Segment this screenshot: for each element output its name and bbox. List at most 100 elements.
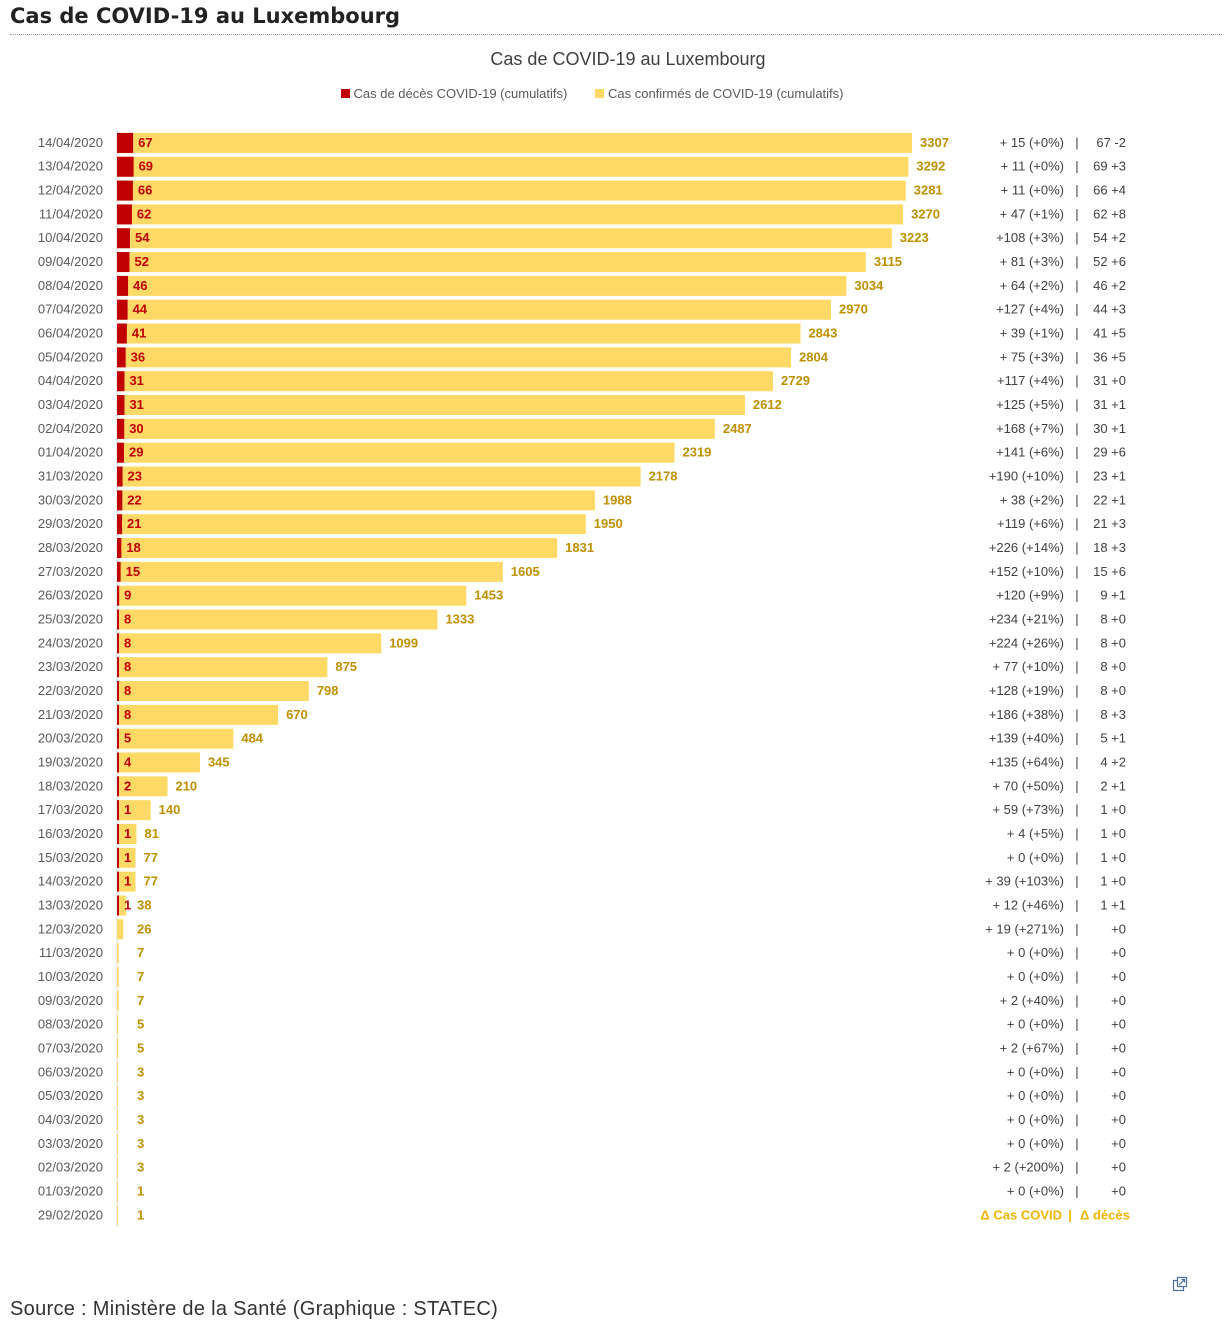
data-label-confirmed: 2970 (839, 302, 868, 317)
data-label-deaths: 5 (124, 731, 131, 746)
delta-deaths: 41 +5 (1093, 326, 1126, 341)
y-tick-label: 19/03/2020 (38, 754, 103, 769)
data-label-confirmed: 7 (137, 969, 144, 984)
delta-separator: | (1075, 254, 1078, 269)
bar-deaths (117, 514, 123, 535)
delta-cases: + 2 (+67%) (1000, 1040, 1064, 1055)
bar-deaths (117, 657, 119, 678)
data-label-deaths: 1 (124, 826, 131, 841)
y-tick-label: 16/03/2020 (38, 826, 103, 841)
delta-deaths: +0 (1111, 945, 1126, 960)
delta-cases: + 0 (+0%) (1007, 1136, 1064, 1151)
delta-deaths: 5 +1 (1100, 731, 1126, 746)
y-tick-label: 14/04/2020 (38, 135, 103, 150)
delta-deaths: +0 (1111, 1017, 1126, 1032)
bar-confirmed (117, 156, 909, 177)
delta-separator: | (1075, 135, 1078, 150)
delta-legend-cases: Δ Cas COVID (980, 1207, 1062, 1222)
data-label-deaths: 8 (124, 635, 131, 650)
delta-cases: + 0 (+0%) (1007, 1112, 1064, 1127)
y-tick-label: 26/03/2020 (38, 588, 103, 603)
bar-confirmed (117, 800, 151, 821)
bar-confirmed (117, 943, 119, 964)
data-label-deaths: 15 (126, 564, 140, 579)
data-label-deaths: 8 (124, 707, 131, 722)
delta-cases: + 0 (+0%) (1007, 1064, 1064, 1079)
data-label-confirmed: 77 (144, 874, 158, 889)
bar-deaths (117, 418, 125, 439)
y-tick-label: 13/04/2020 (38, 159, 103, 174)
data-label-confirmed: 5 (137, 1017, 144, 1032)
y-tick-label: 09/03/2020 (38, 993, 103, 1008)
page-heading: Cas de COVID-19 au Luxembourg (10, 4, 401, 28)
delta-cases: +119 (+6%) (997, 516, 1064, 531)
delta-cases: + 0 (+0%) (1007, 1183, 1064, 1198)
delta-separator: | (1075, 1160, 1078, 1175)
delta-separator: | (1075, 206, 1078, 221)
delta-separator: | (1075, 1183, 1078, 1198)
y-tick-label: 22/03/2020 (38, 683, 103, 698)
delta-separator: | (1075, 540, 1078, 555)
delta-cases: +152 (+10%) (989, 564, 1064, 579)
delta-deaths: 1 +0 (1100, 826, 1126, 841)
delta-deaths: 30 +1 (1093, 421, 1126, 436)
y-tick-label: 03/03/2020 (38, 1136, 103, 1151)
bar-deaths (117, 299, 128, 320)
legend-item-deaths: Cas de décès COVID-19 (cumulatifs) (340, 86, 567, 101)
bar-confirmed (117, 823, 137, 844)
bar-confirmed (117, 681, 309, 702)
y-tick-label: 07/03/2020 (38, 1040, 103, 1055)
data-label-confirmed: 1605 (511, 564, 540, 579)
delta-separator: | (1075, 1112, 1078, 1127)
delta-separator: | (1075, 302, 1078, 317)
bar-deaths (117, 704, 119, 725)
data-label-deaths: 46 (133, 278, 147, 293)
data-label-confirmed: 3292 (916, 159, 945, 174)
y-tick-label: 24/03/2020 (38, 635, 103, 650)
bar-deaths (117, 156, 134, 177)
y-tick-label: 04/03/2020 (38, 1112, 103, 1127)
delta-deaths: +0 (1111, 1064, 1126, 1079)
data-label-confirmed: 484 (241, 731, 263, 746)
delta-deaths: 2 +1 (1100, 778, 1126, 793)
data-label-confirmed: 7 (137, 945, 144, 960)
delta-separator: | (1075, 969, 1078, 984)
delta-deaths: 8 +0 (1100, 612, 1126, 627)
bar-confirmed (117, 1014, 119, 1035)
delta-cases: + 81 (+3%) (1000, 254, 1064, 269)
data-label-deaths: 29 (129, 445, 143, 460)
y-tick-label: 08/04/2020 (38, 278, 103, 293)
y-tick-label: 02/03/2020 (38, 1160, 103, 1175)
delta-separator: | (1075, 588, 1078, 603)
bar-deaths (117, 585, 120, 606)
delta-separator: | (1075, 445, 1078, 460)
y-tick-label: 12/03/2020 (38, 921, 103, 936)
bar-deaths (117, 847, 119, 868)
delta-cases: + 47 (+1%) (1000, 206, 1064, 221)
data-label-confirmed: 3 (137, 1136, 144, 1151)
delta-deaths: +0 (1111, 1040, 1126, 1055)
data-label-deaths: 31 (129, 373, 143, 388)
bar-confirmed (117, 1038, 119, 1059)
bar-confirmed (117, 442, 675, 463)
data-label-confirmed: 2843 (808, 326, 837, 341)
data-label-confirmed: 1 (137, 1207, 144, 1222)
external-link-icon[interactable] (1172, 1276, 1188, 1292)
bar-deaths (117, 395, 125, 416)
bar-confirmed (117, 132, 912, 153)
bar-confirmed (117, 395, 745, 416)
data-label-deaths: 30 (129, 421, 143, 436)
delta-deaths: +0 (1111, 1160, 1126, 1175)
delta-separator: | (1075, 707, 1078, 722)
bar-confirmed (117, 275, 847, 296)
y-tick-label: 27/03/2020 (38, 564, 103, 579)
data-label-confirmed: 2612 (753, 397, 782, 412)
delta-separator: | (1075, 326, 1078, 341)
data-label-confirmed: 798 (317, 683, 339, 698)
delta-deaths: 23 +1 (1093, 469, 1126, 484)
data-label-confirmed: 7 (137, 993, 144, 1008)
legend-swatch-deaths (340, 89, 350, 98)
delta-legend-separator: | (1068, 1207, 1072, 1222)
delta-deaths: 8 +0 (1100, 659, 1126, 674)
delta-cases: +135 (+64%) (989, 754, 1064, 769)
